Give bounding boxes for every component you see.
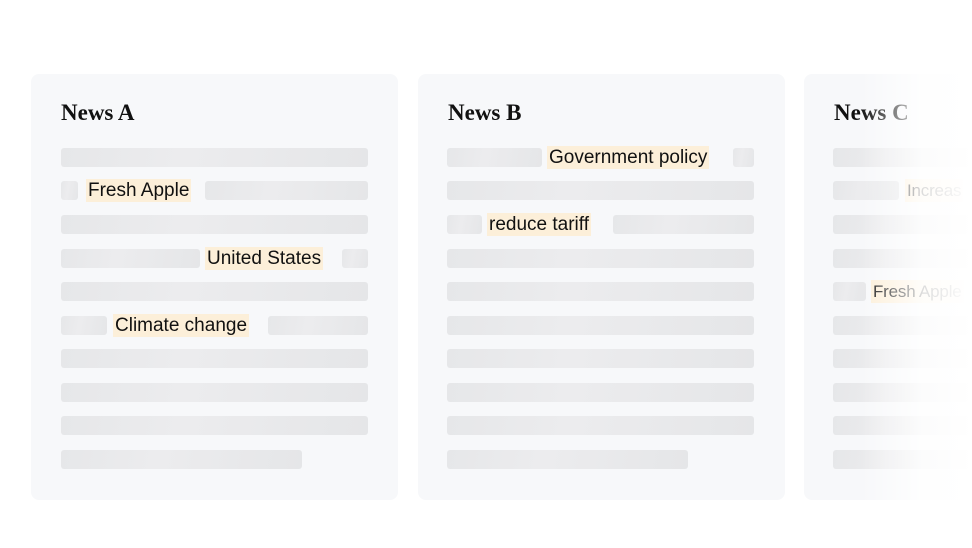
text-placeholder-bar	[61, 415, 368, 435]
highlighted-keyword: Fresh Apple	[86, 178, 192, 202]
text-placeholder-bar	[61, 449, 302, 469]
card-title: News B	[448, 100, 522, 125]
text-placeholder-bar	[447, 180, 754, 200]
text-placeholder-bar	[447, 214, 482, 234]
highlighted-keyword: Government policy	[547, 145, 710, 169]
text-placeholder-bar	[447, 449, 688, 469]
text-placeholder-bar	[833, 315, 970, 335]
text-placeholder-bar	[447, 281, 754, 301]
text-placeholder-bar	[61, 348, 368, 368]
highlighted-keyword: Increas	[905, 178, 964, 202]
text-placeholder-bar	[205, 180, 368, 200]
text-placeholder-bar	[833, 348, 970, 368]
card-title: News A	[61, 100, 135, 125]
text-placeholder-bar	[447, 348, 754, 368]
text-placeholder-bar	[833, 214, 970, 234]
text-placeholder-bar	[61, 180, 78, 200]
text-placeholder-bar	[833, 180, 899, 200]
text-placeholder-bar	[833, 147, 970, 167]
text-placeholder-bar	[613, 214, 754, 234]
text-placeholder-bar	[447, 147, 542, 167]
text-placeholder-bar	[342, 248, 368, 268]
text-placeholder-bar	[61, 214, 368, 234]
text-placeholder-bar	[833, 281, 866, 301]
text-placeholder-bar	[61, 382, 368, 402]
text-placeholder-bar	[833, 449, 970, 469]
text-placeholder-bar	[61, 315, 107, 335]
highlighted-keyword: United States	[205, 246, 324, 270]
text-placeholder-bar	[447, 315, 754, 335]
card-title: News C	[834, 100, 909, 125]
text-placeholder-bar	[268, 315, 368, 335]
highlighted-keyword: Fresh Apple	[871, 279, 964, 303]
text-placeholder-bar	[733, 147, 754, 167]
text-placeholder-bar	[61, 281, 368, 301]
highlighted-keyword: Climate change	[113, 313, 250, 337]
highlighted-keyword: reduce tariff	[487, 212, 591, 236]
text-placeholder-bar	[61, 147, 368, 167]
text-placeholder-bar	[833, 382, 970, 402]
text-placeholder-bar	[447, 415, 754, 435]
text-placeholder-bar	[447, 248, 754, 268]
text-placeholder-bar	[61, 248, 200, 268]
text-placeholder-bar	[833, 415, 970, 435]
text-placeholder-bar	[447, 382, 754, 402]
text-placeholder-bar	[833, 248, 970, 268]
